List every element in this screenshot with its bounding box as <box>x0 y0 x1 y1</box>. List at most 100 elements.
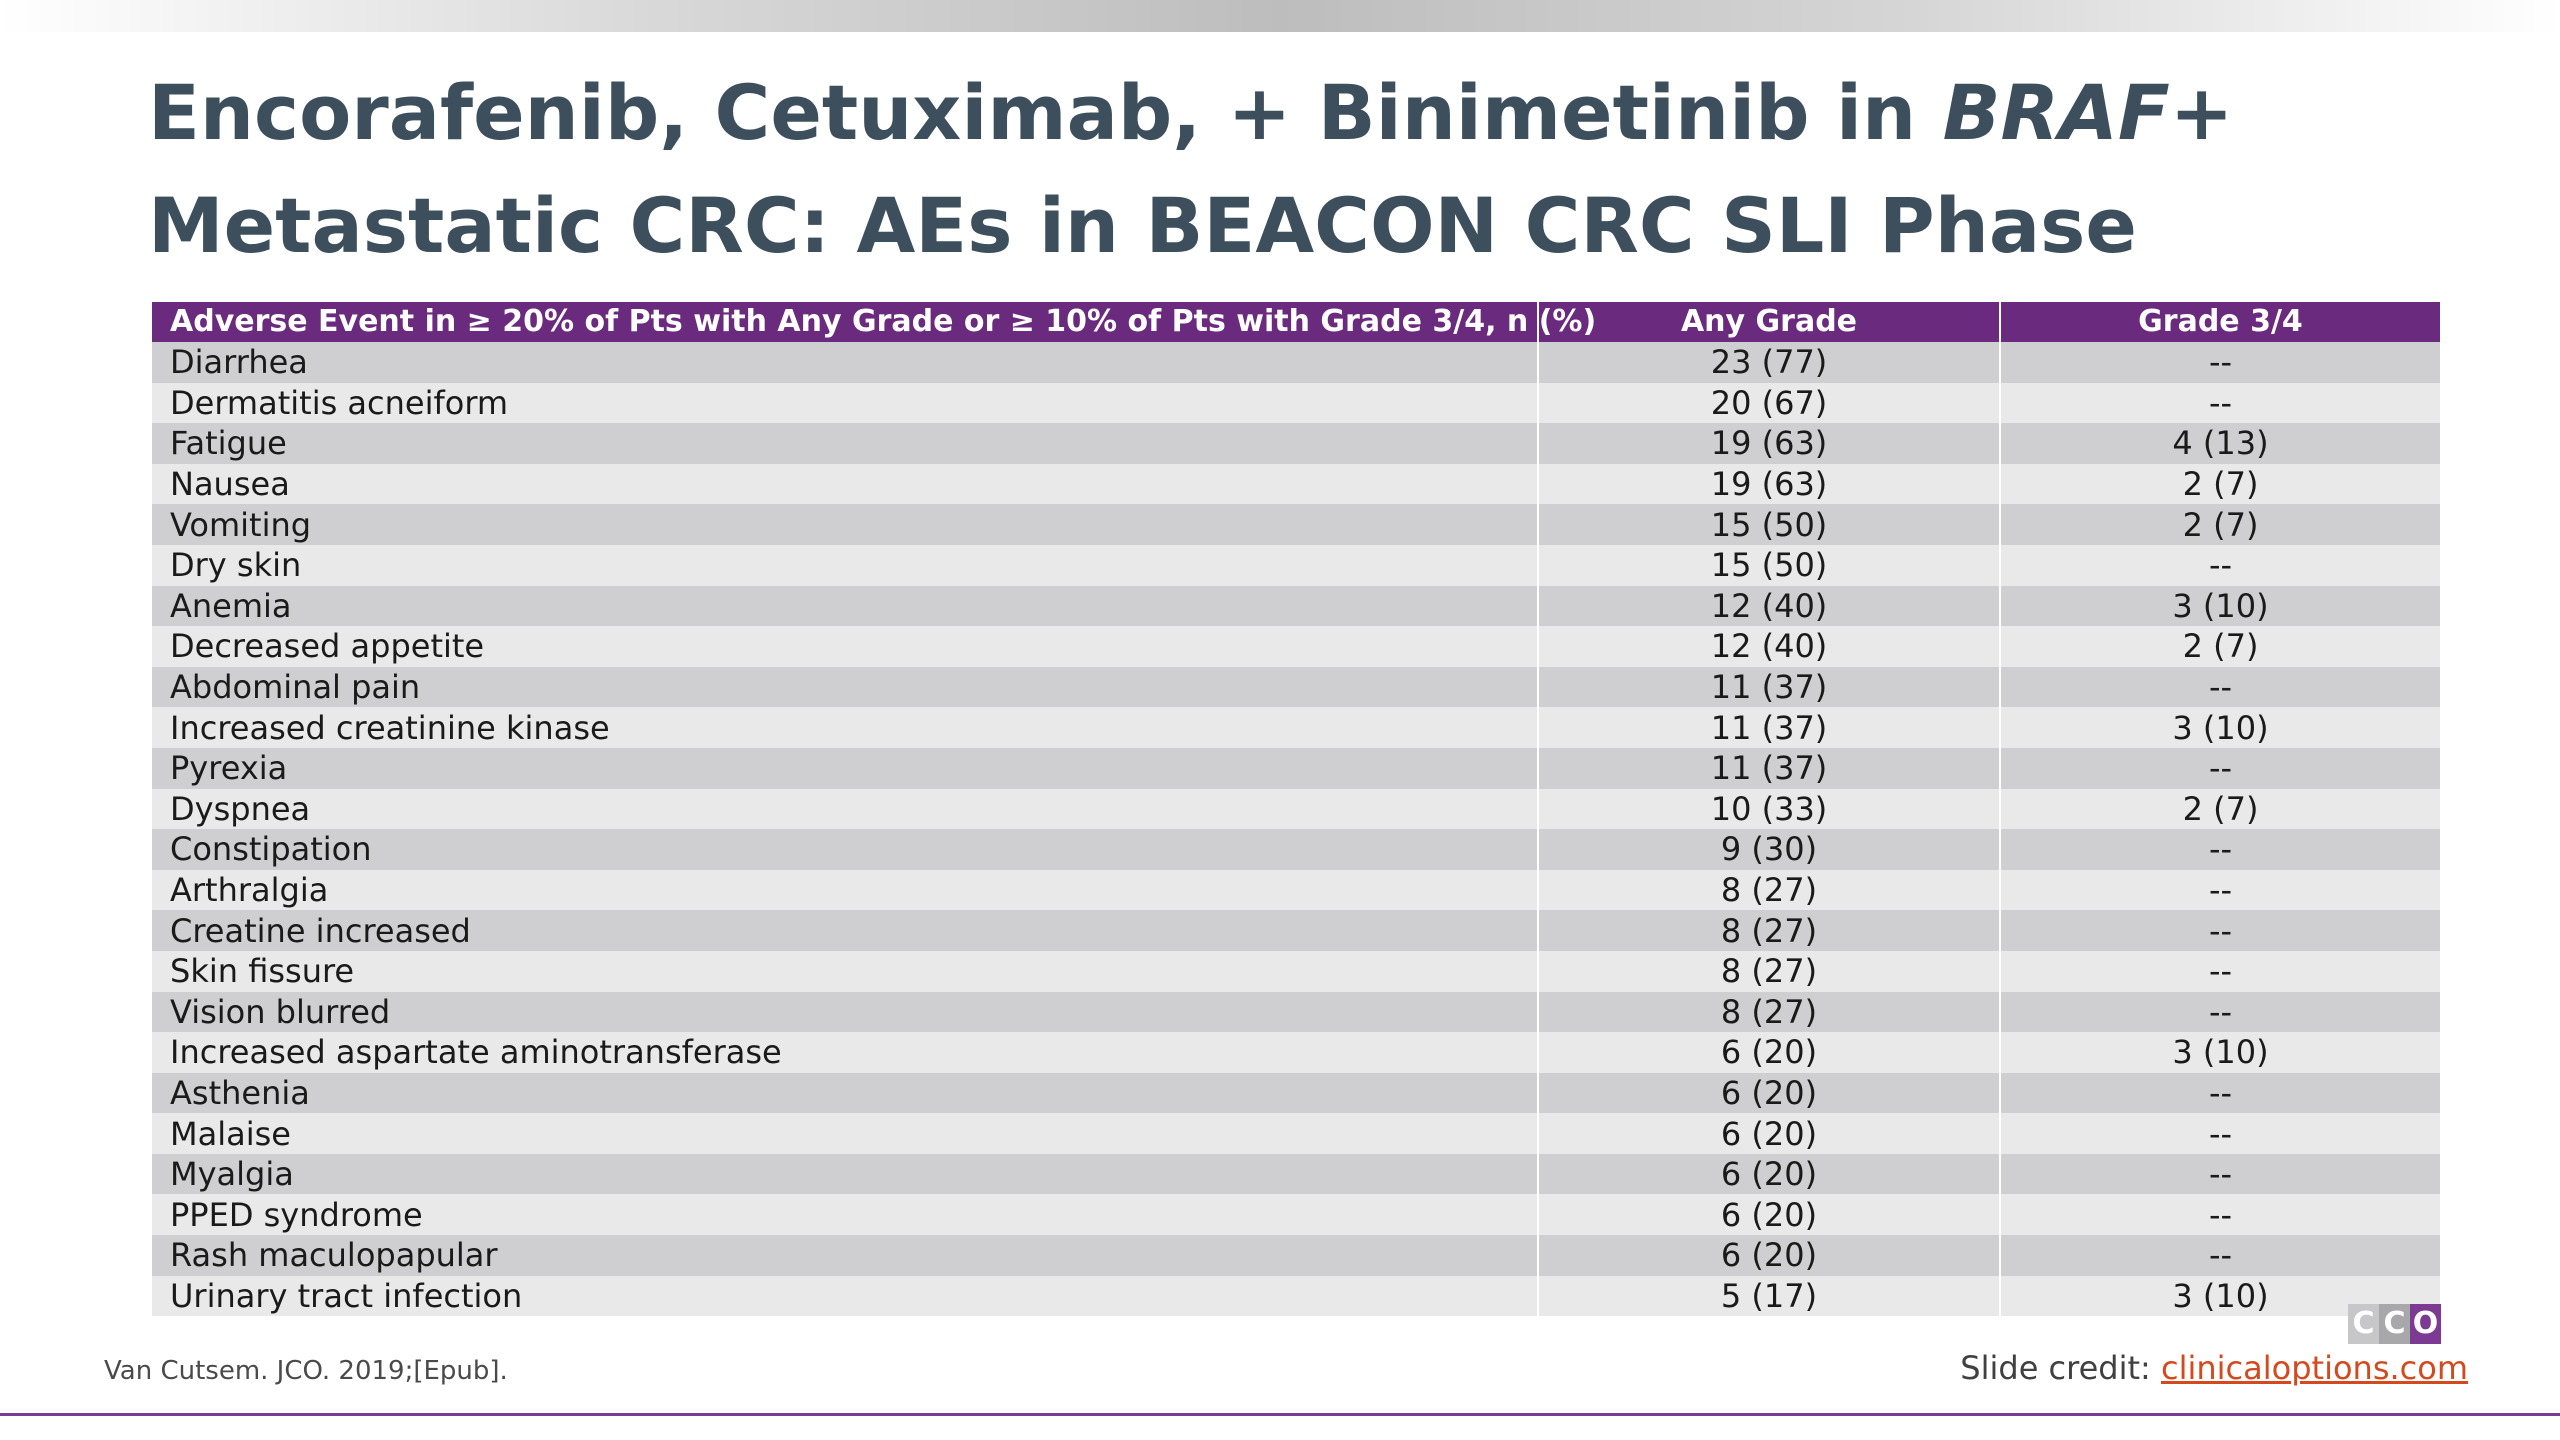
cell-any-grade: 9 (30) <box>1538 829 2001 870</box>
cell-adverse-event: Fatigue <box>152 423 1539 464</box>
cell-any-grade: 11 (37) <box>1538 707 2001 748</box>
cell-any-grade: 8 (27) <box>1538 869 2001 911</box>
cell-any-grade: 6 (20) <box>1538 1153 2001 1195</box>
cell-grade-3-4: -- <box>2000 1194 2440 1236</box>
cell-grade-3-4: -- <box>2000 991 2440 1033</box>
cell-adverse-event: Arthralgia <box>152 869 1539 911</box>
cell-any-grade: 12 (40) <box>1538 585 2001 627</box>
table-row: Dry skin 15 (50) -- <box>152 544 2440 586</box>
cell-grade-3-4: 3 (10) <box>2000 1275 2440 1317</box>
table-row: Pyrexia 11 (37) -- <box>152 747 2440 789</box>
table-row: Asthenia 6 (20) -- <box>152 1072 2440 1114</box>
table-row: Constipation 9 (30) -- <box>152 829 2440 870</box>
cell-grade-3-4: -- <box>2000 342 2440 383</box>
cell-adverse-event: Abdominal pain <box>152 666 1539 708</box>
cell-any-grade: 8 (27) <box>1538 910 2001 951</box>
cell-grade-3-4: 2 (7) <box>2000 626 2440 667</box>
table-row: Vision blurred 8 (27) -- <box>152 991 2440 1033</box>
table-row: Vomiting 15 (50) 2 (7) <box>152 504 2440 545</box>
cell-adverse-event: Urinary tract infection <box>152 1275 1539 1317</box>
header-any-grade: Any Grade <box>1538 302 2001 342</box>
cell-grade-3-4: -- <box>2000 544 2440 586</box>
table-row: Increased aspartate aminotransferase 6 (2… <box>152 1032 2440 1073</box>
cell-any-grade: 11 (37) <box>1538 747 2001 789</box>
cell-grade-3-4: -- <box>2000 950 2440 992</box>
cell-any-grade: 6 (20) <box>1538 1032 2001 1073</box>
table-row: Anemia 12 (40) 3 (10) <box>152 585 2440 627</box>
top-gradient-bar <box>0 0 2560 32</box>
table-header-row: Adverse Event in ≥ 20% of Pts with Any G… <box>152 302 2440 342</box>
cell-adverse-event: PPED syndrome <box>152 1194 1539 1236</box>
cell-grade-3-4: 2 (7) <box>2000 463 2440 505</box>
cell-adverse-event: Nausea <box>152 463 1539 505</box>
cell-grade-3-4: -- <box>2000 869 2440 911</box>
table-row: Urinary tract infection 5 (17) 3 (10) <box>152 1275 2440 1317</box>
cell-any-grade: 12 (40) <box>1538 626 2001 667</box>
slide-title-line-1: Encorafenib, Cetuximab, + Binimetinib in… <box>148 56 2448 169</box>
table-row: Dermatitis acneiform 20 (67) -- <box>152 382 2440 424</box>
cell-any-grade: 15 (50) <box>1538 504 2001 545</box>
table-row: Nausea 19 (63) 2 (7) <box>152 463 2440 505</box>
table-body: Diarrhea 23 (77) -- Dermatitis acneiform 20 … <box>152 342 2440 1317</box>
header-grade-3-4: Grade 3/4 <box>2000 302 2440 342</box>
cell-adverse-event: Skin fissure <box>152 950 1539 992</box>
cell-any-grade: 19 (63) <box>1538 423 2001 464</box>
cell-any-grade: 20 (67) <box>1538 382 2001 424</box>
cell-adverse-event: Anemia <box>152 585 1539 627</box>
cell-any-grade: 19 (63) <box>1538 463 2001 505</box>
cell-adverse-event: Vision blurred <box>152 991 1539 1033</box>
table-row: Decreased appetite 12 (40) 2 (7) <box>152 626 2440 667</box>
cell-grade-3-4: 4 (13) <box>2000 423 2440 464</box>
cell-adverse-event: Constipation <box>152 829 1539 870</box>
title-prefix: Encorafenib, Cetuximab, + Binimetinib in <box>148 68 1943 157</box>
cell-any-grade: 6 (20) <box>1538 1194 2001 1236</box>
slide-title: Encorafenib, Cetuximab, + Binimetinib in… <box>148 56 2448 282</box>
cell-adverse-event: Increased creatinine kinase <box>152 707 1539 748</box>
cell-any-grade: 11 (37) <box>1538 666 2001 708</box>
cco-logo: C C O <box>2348 1304 2442 1344</box>
cell-grade-3-4: 2 (7) <box>2000 504 2440 545</box>
logo-letter-2: C <box>2379 1304 2410 1344</box>
slide-title-line-2: Metastatic CRC: AEs in BEACON CRC SLI Ph… <box>148 181 2137 270</box>
table-row: Diarrhea 23 (77) -- <box>152 342 2440 383</box>
cell-adverse-event: Creatine increased <box>152 910 1539 951</box>
cell-adverse-event: Increased aspartate aminotransferase <box>152 1032 1539 1073</box>
cell-any-grade: 10 (33) <box>1538 788 2001 830</box>
logo-letter-1: C <box>2348 1304 2379 1344</box>
slide-credit: Slide credit: clinicaloptions.com <box>1960 1348 2468 1388</box>
cell-grade-3-4: 2 (7) <box>2000 788 2440 830</box>
cell-grade-3-4: 3 (10) <box>2000 1032 2440 1073</box>
cell-adverse-event: Diarrhea <box>152 342 1539 383</box>
cell-any-grade: 6 (20) <box>1538 1072 2001 1114</box>
cell-any-grade: 5 (17) <box>1538 1275 2001 1317</box>
bottom-divider <box>0 1413 2560 1416</box>
cell-any-grade: 8 (27) <box>1538 950 2001 992</box>
cell-adverse-event: Rash maculopapular <box>152 1235 1539 1276</box>
cell-any-grade: 15 (50) <box>1538 544 2001 586</box>
cell-any-grade: 8 (27) <box>1538 991 2001 1033</box>
cell-grade-3-4: -- <box>2000 382 2440 424</box>
table-row: Increased creatinine kinase 11 (37) 3 (10) <box>152 707 2440 748</box>
cell-grade-3-4: -- <box>2000 1113 2440 1154</box>
table-row: PPED syndrome 6 (20) -- <box>152 1194 2440 1236</box>
cell-adverse-event: Myalgia <box>152 1153 1539 1195</box>
cell-grade-3-4: -- <box>2000 666 2440 708</box>
cell-any-grade: 6 (20) <box>1538 1235 2001 1276</box>
cell-adverse-event: Asthenia <box>152 1072 1539 1114</box>
table-row: Abdominal pain 11 (37) -- <box>152 666 2440 708</box>
adverse-events-table: Adverse Event in ≥ 20% of Pts with Any G… <box>152 302 2440 1317</box>
cell-any-grade: 23 (77) <box>1538 342 2001 383</box>
cell-grade-3-4: -- <box>2000 747 2440 789</box>
cell-grade-3-4: 3 (10) <box>2000 707 2440 748</box>
citation: Van Cutsem. JCO. 2019;[Epub]. <box>104 1356 508 1386</box>
cell-adverse-event: Pyrexia <box>152 747 1539 789</box>
table-row: Malaise 6 (20) -- <box>152 1113 2440 1154</box>
table-row: Arthralgia 8 (27) -- <box>152 869 2440 911</box>
cell-adverse-event: Vomiting <box>152 504 1539 545</box>
table-row: Fatigue 19 (63) 4 (13) <box>152 423 2440 464</box>
header-adverse-event: Adverse Event in ≥ 20% of Pts with Any G… <box>152 302 1596 342</box>
cell-adverse-event: Dyspnea <box>152 788 1539 830</box>
cell-adverse-event: Dermatitis acneiform <box>152 382 1539 424</box>
credit-link[interactable]: clinicaloptions.com <box>2160 1349 2468 1387</box>
table-row: Creatine increased 8 (27) -- <box>152 910 2440 951</box>
